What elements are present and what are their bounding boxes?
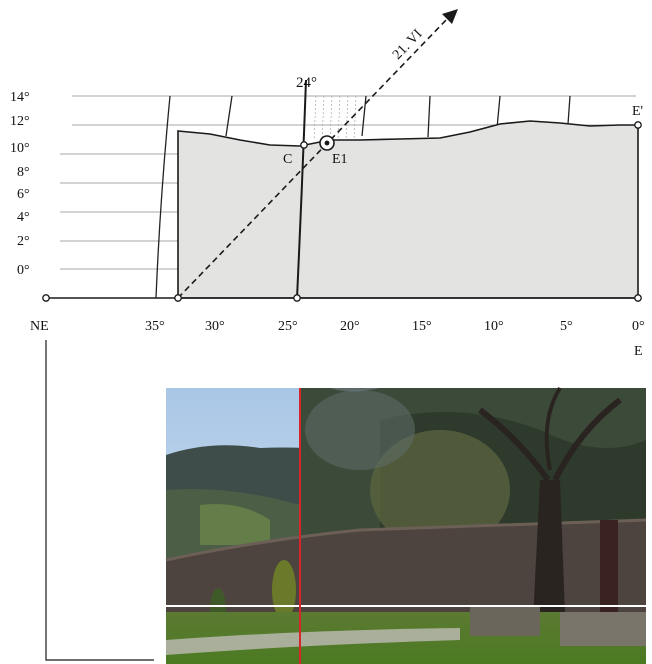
direction-e: E <box>634 344 643 359</box>
y-label-12: 12° <box>10 114 30 129</box>
direction-ne: NE <box>30 319 49 334</box>
connector-bracket <box>45 340 154 661</box>
sun-line-label: 21. VI <box>390 27 426 63</box>
y-label-14: 14° <box>10 90 30 105</box>
landscape-photo <box>165 386 647 664</box>
y-axis-labels: 14° 12° 10° 8° 6° 4° 2° 0° <box>10 90 30 278</box>
horizon-profile <box>177 120 639 299</box>
x-label-5: 5° <box>560 319 573 334</box>
meridian-24 <box>296 79 307 299</box>
corner-label-e-prime: E' <box>632 104 643 119</box>
x-label-0: 0° <box>632 319 645 334</box>
y-label-4: 4° <box>17 210 30 225</box>
meridian-label: 24° <box>296 75 317 91</box>
x-axis-labels: 35° 30° 25° 20° 15° 10° 5° 0° <box>145 319 645 334</box>
y-label-6: 6° <box>17 187 30 202</box>
point-24 <box>293 294 301 302</box>
point-35 <box>174 294 182 302</box>
point-e <box>634 294 642 302</box>
x-label-20: 20° <box>340 319 360 334</box>
arrow-head-icon <box>442 9 458 24</box>
point-ne <box>42 294 50 302</box>
x-label-35: 35° <box>145 319 165 334</box>
y-label-8: 8° <box>17 165 30 180</box>
x-label-10: 10° <box>484 319 504 334</box>
azimuth-gridlines <box>155 95 571 299</box>
y-label-2: 2° <box>17 234 30 249</box>
point-c-label: C <box>283 152 292 167</box>
point-c <box>300 141 308 149</box>
y-label-10: 10° <box>10 141 30 156</box>
point-e1-label: E1 <box>332 152 348 167</box>
y-label-0: 0° <box>17 263 30 278</box>
sun-path-line <box>177 17 449 299</box>
x-label-15: 15° <box>412 319 432 334</box>
hatch-lines <box>313 95 357 141</box>
point-e1-dot <box>324 140 330 146</box>
x-label-30: 30° <box>205 319 225 334</box>
point-e-prime <box>634 121 642 129</box>
x-label-25: 25° <box>278 319 298 334</box>
